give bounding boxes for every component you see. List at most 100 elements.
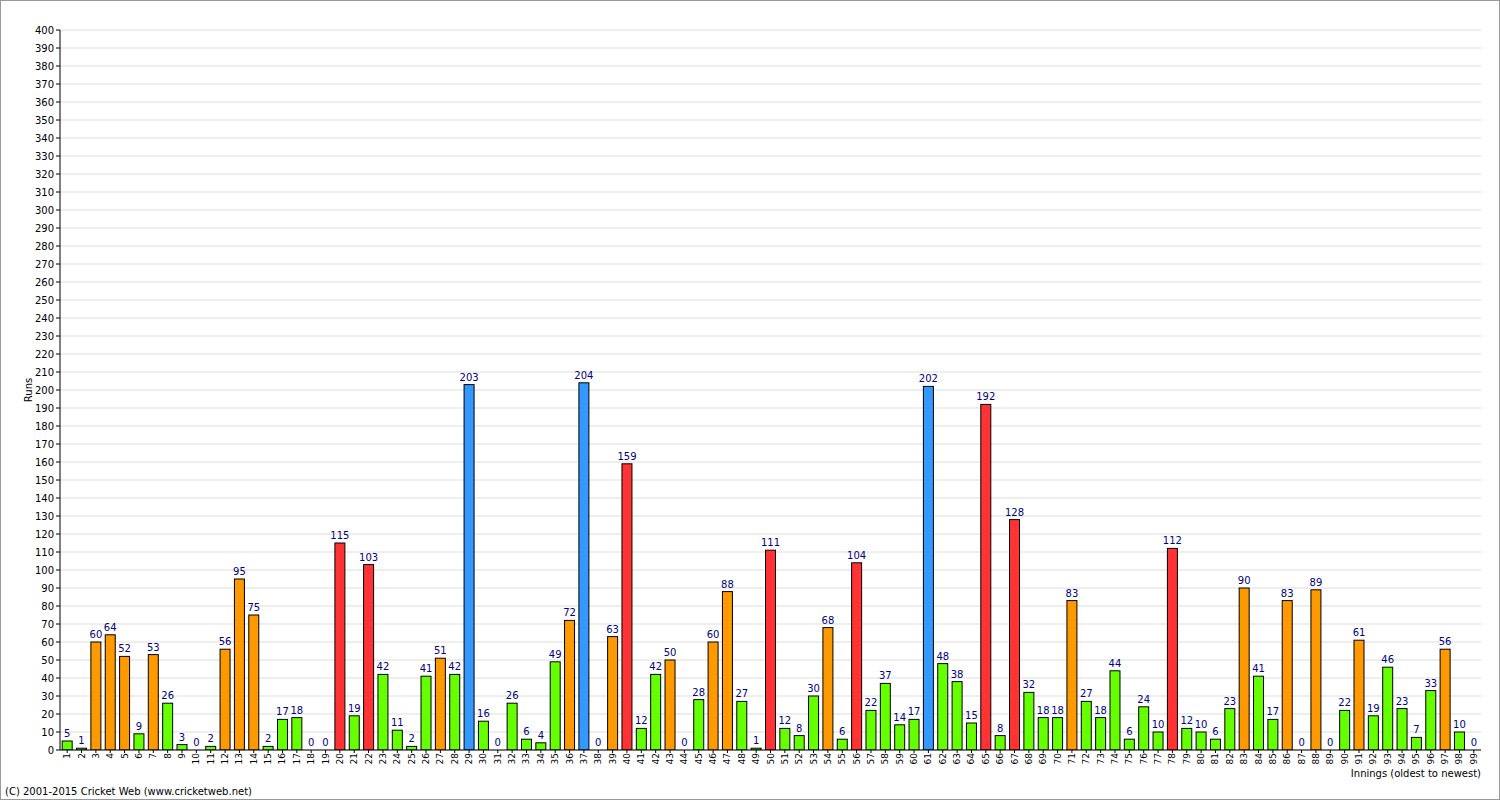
y-tick-label: 60: [41, 637, 54, 648]
x-tick-label: 80: [1196, 753, 1206, 765]
grid-line: [60, 498, 1481, 499]
x-tick: [1057, 750, 1058, 753]
bars: [62, 383, 1464, 750]
y-tick: [56, 318, 60, 319]
bar: [952, 682, 962, 750]
bar: [1167, 548, 1177, 750]
x-tick-label: 56: [852, 753, 862, 765]
x-tick: [526, 750, 527, 753]
y-tick: [56, 714, 60, 715]
x-tick: [1172, 750, 1173, 753]
bar: [895, 725, 905, 750]
bar: [651, 674, 661, 750]
x-axis-title: Innings (oldest to newest): [1351, 768, 1481, 779]
x-tick-label: 67: [1010, 753, 1020, 764]
x-tick: [81, 750, 82, 753]
x-tick: [1129, 750, 1130, 753]
x-tick-label: 35: [550, 753, 560, 764]
y-tick: [56, 264, 60, 265]
bar: [794, 736, 804, 750]
bar: [579, 383, 589, 750]
data-label: 6: [1212, 726, 1218, 737]
x-tick-label: 1: [62, 753, 72, 759]
y-tick: [56, 282, 60, 283]
x-tick: [1315, 750, 1316, 753]
bar: [1383, 667, 1393, 750]
data-label: 6: [523, 726, 529, 737]
bar: [421, 676, 431, 750]
x-tick-label: 64: [966, 753, 976, 765]
y-tick-label: 20: [41, 709, 54, 720]
grid-line: [60, 66, 1481, 67]
x-tick: [483, 750, 484, 753]
bar: [378, 674, 388, 750]
x-tick-label: 31: [493, 753, 503, 764]
x-tick: [626, 750, 627, 753]
y-tick: [56, 408, 60, 409]
bar: [1110, 671, 1120, 750]
grid-line: [60, 516, 1481, 517]
data-label: 12: [778, 715, 791, 726]
bar: [1426, 691, 1436, 750]
x-tick: [325, 750, 326, 753]
data-label: 56: [1439, 636, 1452, 647]
grid-line: [60, 444, 1481, 445]
y-tick: [56, 498, 60, 499]
bar: [1139, 707, 1149, 750]
bar: [1368, 716, 1378, 750]
bar: [823, 628, 833, 750]
data-label: 192: [976, 391, 995, 402]
bar: [349, 716, 359, 750]
x-tick: [914, 750, 915, 753]
x-tick-label: 66: [995, 753, 1005, 765]
data-label: 3: [179, 732, 185, 743]
x-tick: [397, 750, 398, 753]
y-tick-label: 100: [35, 565, 54, 576]
bar: [565, 620, 575, 750]
x-tick: [1043, 750, 1044, 753]
data-label: 128: [1005, 507, 1024, 518]
x-tick-label: 28: [450, 753, 460, 765]
x-tick: [555, 750, 556, 753]
x-tick: [282, 750, 283, 753]
x-tick-label: 43: [665, 753, 675, 764]
y-tick: [56, 192, 60, 193]
grid-line: [60, 138, 1481, 139]
x-tick-label: 98: [1454, 753, 1464, 765]
x-tick-label: 60: [909, 753, 919, 765]
y-tick: [56, 750, 60, 751]
x-tick-label: 96: [1426, 753, 1436, 765]
data-label: 2: [265, 733, 271, 744]
bar: [1268, 719, 1278, 750]
x-tick: [784, 750, 785, 753]
x-tick-label: 69: [1038, 753, 1048, 765]
grid-line: [60, 282, 1481, 283]
x-tick-label: 2: [77, 753, 87, 759]
x-tick: [1028, 750, 1029, 753]
x-tick: [67, 750, 68, 753]
x-tick: [1086, 750, 1087, 753]
data-label: 18: [1094, 705, 1107, 716]
data-label: 52: [118, 643, 131, 654]
y-tick-label: 330: [35, 151, 54, 162]
x-tick: [426, 750, 427, 753]
data-label: 8: [796, 723, 802, 734]
data-label: 83: [1066, 588, 1079, 599]
x-tick: [885, 750, 886, 753]
bar: [407, 746, 417, 750]
data-label: 49: [549, 649, 562, 660]
x-tick-label: 26: [421, 753, 431, 765]
data-label: 38: [951, 669, 964, 680]
x-tick: [756, 750, 757, 753]
x-tick-label: 83: [1239, 753, 1249, 764]
x-tick-label: 51: [780, 753, 790, 764]
y-tick: [56, 570, 60, 571]
bar: [1196, 732, 1206, 750]
data-label: 60: [90, 629, 103, 640]
y-tick-label: 300: [35, 205, 54, 216]
grid-line: [60, 48, 1481, 49]
bar: [148, 655, 158, 750]
y-tick-label: 0: [48, 745, 54, 756]
y-tick: [56, 516, 60, 517]
y-tick: [56, 696, 60, 697]
